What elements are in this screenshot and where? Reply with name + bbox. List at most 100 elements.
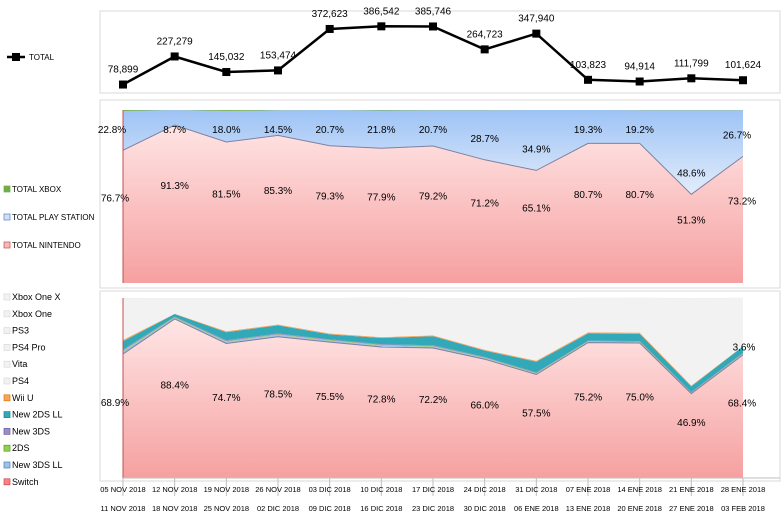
device-share-panel-frame <box>99 290 781 482</box>
switch-data-label-2: 88.4% <box>160 380 188 391</box>
total-data-label-5: 372,623 <box>312 9 349 20</box>
nintendo-data-label-9: 65.1% <box>522 204 550 215</box>
switch-data-label-8: 66.0% <box>470 401 498 412</box>
total-data-label-9: 347,940 <box>518 14 555 25</box>
total-data-label-2: 227,279 <box>157 36 194 47</box>
playstation-data-label-7: 20.7% <box>419 125 447 136</box>
x-tick-label-start-9: 31 DIC 2018 <box>515 485 557 494</box>
total-point-2 <box>170 52 179 61</box>
x-tick-label-start-5: 03 DIC 2018 <box>309 485 351 494</box>
total-data-label-13: 101,624 <box>725 60 762 71</box>
legend-new-3ds-swatch <box>3 428 11 435</box>
x-tick-label-end-12: 27 ENE 2018 <box>669 504 714 513</box>
legend-xbox-one-x-swatch <box>3 293 11 301</box>
legend-2ds-label: 2DS <box>12 443 30 453</box>
x-tick-label-end-9: 06 ENE 2018 <box>514 504 559 513</box>
legend-new-2ds-ll-swatch <box>3 411 11 418</box>
switch-data-label-10: 75.2% <box>574 392 602 403</box>
legend-ps4-label: PS4 <box>12 376 29 386</box>
x-tick-label-end-11: 20 ENE 2018 <box>617 504 662 513</box>
switch-data-label-7: 72.2% <box>419 395 447 406</box>
x-axis: 05 NOV 2018 11 NOV 2018 12 NOV 2018 18 NOV … <box>100 477 780 513</box>
playstation-data-label-10: 19.3% <box>574 125 602 136</box>
switch-data-label-9: 57.5% <box>522 408 550 419</box>
total-play-station-area <box>123 110 743 195</box>
total-point-9 <box>532 29 541 38</box>
legend-new-3ds-label: New 3DS <box>12 426 50 436</box>
total-data-label-1: 78,899 <box>108 65 139 76</box>
total-point-1 <box>119 80 127 89</box>
switch-data-label-13: 68.4% <box>728 398 756 409</box>
playstation-data-label-11: 19.2% <box>625 125 653 136</box>
total-point-7 <box>429 22 437 31</box>
nintendo-data-label-10: 80.7% <box>574 190 602 201</box>
x-tick-label-end-5: 09 DIC 2018 <box>309 504 351 513</box>
nintendo-data-label-2: 91.3% <box>160 181 188 192</box>
switch-data-label-1: 68.9% <box>101 398 129 409</box>
nintendo-data-label-1: 76.7% <box>101 194 129 205</box>
nintendo-data-label-8: 71.2% <box>470 198 498 209</box>
nintendo-data-label-13: 73.2% <box>728 197 756 208</box>
platform-share-panel-frame <box>99 99 781 289</box>
x-tick-label-end-7: 23 DIC 2018 <box>412 504 454 513</box>
legend-switch-swatch <box>3 478 11 486</box>
legend-2ds-swatch <box>3 444 11 452</box>
legend-new-3ds-ll-swatch <box>3 461 11 469</box>
xbox-one-x-area <box>123 297 743 299</box>
nintendo-data-label-5: 79.3% <box>315 191 343 202</box>
total-data-label-10: 103,823 <box>570 60 607 71</box>
playstation-data-label-8: 28.7% <box>470 134 498 145</box>
new-2ds-ll-data-label-13: 3.6% <box>733 342 756 353</box>
total-data-label-8: 264,723 <box>467 29 504 40</box>
total-point-11 <box>635 77 644 86</box>
total-point-8 <box>480 45 489 54</box>
legend-new-2ds-ll-label: New 2DS LL <box>12 410 63 420</box>
x-tick-label-end-1: 11 NOV 2018 <box>101 504 146 513</box>
total-point-13 <box>739 76 747 85</box>
x-tick-label-end-10: 13 ENE 2018 <box>566 504 611 513</box>
x-tick-label-start-1: 05 NOV 2018 <box>100 485 145 494</box>
playstation-data-label-6: 21.8% <box>367 125 395 136</box>
x-tick-label-start-8: 24 DIC 2018 <box>464 485 506 494</box>
legend-ps4-pro-label: PS4 Pro <box>12 342 46 352</box>
device-share-area-panel: 68.9% 88.4% 74.7% 78.5% 75.5% 72.8% 72.2% 66.0%… <box>101 297 756 478</box>
nintendo-data-label-7: 79.2% <box>419 191 447 202</box>
total-data-label-4: 153,474 <box>260 50 297 61</box>
legend-xbox-one-label: Xbox One <box>12 309 52 319</box>
switch-data-label-3: 74.7% <box>212 393 240 404</box>
legend-xbox-one-swatch <box>3 310 11 318</box>
legend-vita-swatch <box>3 360 11 368</box>
legend-total-xbox-label: TOTAL XBOX <box>12 185 62 194</box>
switch-data-label-5: 75.5% <box>315 392 343 403</box>
legend-ps3-label: PS3 <box>12 326 29 336</box>
legend-ps4-swatch <box>3 377 11 385</box>
x-tick-label-end-3: 25 NOV 2018 <box>204 504 249 513</box>
total-data-label-11: 94,914 <box>624 62 655 73</box>
ps4-area <box>123 298 743 386</box>
total-point-6 <box>377 22 386 31</box>
playstation-data-label-4: 14.5% <box>264 125 292 136</box>
legend-total-label: TOTAL <box>29 53 55 62</box>
legend-wii-u-swatch <box>3 394 11 402</box>
playstation-data-label-12: 48.6% <box>677 168 705 179</box>
x-tick-label-end-4: 02 DIC 2018 <box>257 504 299 513</box>
total-data-label-3: 145,032 <box>208 52 245 63</box>
x-tick-label-start-3: 19 NOV 2018 <box>204 485 249 494</box>
xbox-one-area <box>123 297 743 299</box>
legend-vita-label: Vita <box>12 359 27 369</box>
legend-ps3-swatch <box>3 327 11 334</box>
total-point-4 <box>274 66 282 75</box>
new-2ds-ll-area <box>123 314 743 393</box>
platform-share-area-panel: 22.8% 8.7% 18.0% 14.5% 20.7% 21.8% 20.7% 28.7% 3… <box>98 110 756 283</box>
legend-wii-u-label: Wii U <box>12 393 34 403</box>
nintendo-data-label-4: 85.3% <box>264 186 292 197</box>
nintendo-data-label-6: 77.9% <box>367 193 395 204</box>
x-tick-label-end-8: 30 DIC 2018 <box>464 504 506 513</box>
legend-total-play-station-swatch <box>3 213 11 221</box>
legend-xbox-one-x-label: Xbox One X <box>12 292 61 302</box>
legend-total-nintendo-swatch <box>3 241 11 249</box>
playstation-data-label-5: 20.7% <box>315 125 343 136</box>
x-tick-label-end-2: 18 NOV 2018 <box>152 504 197 513</box>
legend-switch-label: Switch <box>12 477 39 487</box>
total-xbox-area <box>123 110 743 111</box>
